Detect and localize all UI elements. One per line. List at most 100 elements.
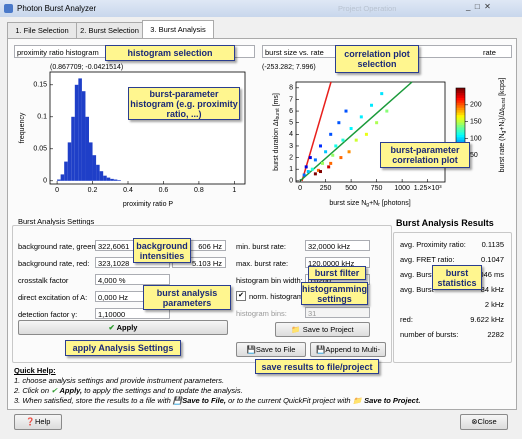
correlation-xlabel: burst size Ng+Nr [photons] <box>329 200 410 208</box>
scatter-point <box>329 132 333 136</box>
setting-label: background rate, green: <box>18 242 98 251</box>
histogram-bar <box>117 180 121 181</box>
histogram-bar <box>96 164 100 181</box>
y-tick-label: 0 <box>43 178 47 185</box>
y-tick-label: 0.05 <box>33 146 47 153</box>
filter-field[interactable]: 32,0000 kHz <box>305 240 370 251</box>
plots: (0.867709; -0.0421514) (-253.282; 7.996)… <box>19 64 507 208</box>
setting-field[interactable]: 4,000 % <box>95 274 170 285</box>
apply-button[interactable]: ✔ Apply <box>18 320 228 335</box>
label-part: r <box>378 202 380 208</box>
scatter-point <box>318 144 322 148</box>
colorbar-cell <box>456 137 465 141</box>
help-line: 1. choose analysis settings and provide … <box>14 376 225 385</box>
scatter-point <box>375 121 379 125</box>
window-title: Photon Burst Analyzer <box>17 4 97 13</box>
histogram-bar <box>92 155 97 181</box>
histogram-bar <box>103 175 107 181</box>
result-value: 84 kHz <box>480 285 504 294</box>
bins-field[interactable]: 31 <box>305 307 370 318</box>
annotation: burst filter <box>308 266 366 280</box>
fit-line-red <box>301 81 332 182</box>
colorbar-cell <box>456 129 465 133</box>
settings-title: Burst Analysis Settings <box>18 217 95 226</box>
close-button[interactable]: ⊗Close <box>460 414 508 430</box>
result-value: 2.046 ms <box>473 270 504 279</box>
label-part: r <box>501 120 507 122</box>
window-controls[interactable]: _ □ ✕ <box>466 2 491 11</box>
annotation: apply Analysis Settings <box>65 340 181 356</box>
histogram-bar <box>78 78 82 181</box>
x-tick-label: 750 <box>371 185 383 192</box>
result-value: 9.622 kHz <box>470 315 504 324</box>
scatter-point <box>310 167 314 171</box>
histogram-xlabel: proximity ratio P <box>123 201 174 208</box>
annotation: burst statistics <box>432 265 482 290</box>
scatter-point <box>370 103 374 107</box>
results-group <box>393 232 512 363</box>
colorbar-tick-label: 100 <box>470 135 482 142</box>
result-label: avg. FRET ratio: <box>400 255 455 264</box>
label-part: [kcps] <box>499 78 506 98</box>
label-part: [photons] <box>380 200 411 207</box>
filter-label: max. burst rate: <box>236 259 289 268</box>
label-part: burst <box>501 97 507 109</box>
label-part: burst rate (N <box>499 133 506 172</box>
y-tick-label: 0.1 <box>37 114 47 121</box>
y-tick-label: 8 <box>289 85 293 92</box>
result-value: 2282 <box>487 330 504 339</box>
scatter-point <box>364 132 368 136</box>
scatter-point <box>344 109 348 113</box>
colorbar-cell <box>456 100 465 104</box>
x-tick-label: 0.2 <box>88 187 98 194</box>
filter-label: min. burst rate: <box>236 242 287 251</box>
result-value: 2 kHz <box>484 300 504 309</box>
setting-field[interactable]: 1,10000 <box>95 308 170 319</box>
setting-label: background rate, red: <box>18 259 90 268</box>
x-tick-label: 500 <box>345 185 357 192</box>
colorbar-cell <box>456 102 465 106</box>
scatter-point <box>349 127 353 131</box>
save-file-button[interactable]: 💾Save to File <box>236 342 306 357</box>
y-tick-label: 1 <box>289 166 293 173</box>
colorbar-cell <box>456 117 465 121</box>
scatter-point <box>354 138 358 142</box>
tab-active[interactable]: 3. Burst Analysis <box>142 20 214 39</box>
colorbar-tick-label: 150 <box>470 118 482 125</box>
save-project-button[interactable]: 📁 Save to Project <box>275 322 370 337</box>
label-part: +N <box>499 122 506 131</box>
norm-checkbox[interactable]: ✔ <box>236 291 246 301</box>
faded-title: Project Operation <box>338 4 397 13</box>
scatter-point <box>329 161 333 165</box>
annotation: background intensities <box>133 238 191 263</box>
result-label: red: <box>400 315 413 324</box>
y-tick-label: 4 <box>289 131 293 138</box>
annotation: correlation plot selection <box>335 45 419 73</box>
result-value: 0.1047 <box>481 255 504 264</box>
label-part: burst size N <box>329 200 366 207</box>
label-part: )/Δt <box>499 109 506 120</box>
scatter-point <box>316 168 320 172</box>
append-button[interactable]: 💾Append to Multi-File <box>310 342 386 367</box>
help-button[interactable]: ❓Help <box>14 414 62 430</box>
result-label: avg. Burst <box>400 285 434 294</box>
x-tick-label: 0.6 <box>159 187 169 194</box>
y-tick-label: 0 <box>289 178 293 185</box>
colorbar-tick-label: 200 <box>470 102 482 109</box>
histogram-bar <box>89 142 93 181</box>
scatter-point <box>339 156 343 160</box>
colorbar-cell <box>456 90 465 94</box>
histogram-bar <box>74 84 79 181</box>
label-part: +N <box>369 200 378 207</box>
colorbar-cell <box>456 120 465 124</box>
histogram-bar <box>85 116 89 181</box>
scatter-point <box>331 153 335 157</box>
scatter-point <box>359 115 363 119</box>
result-value: 0.1135 <box>481 240 504 249</box>
scatter-point <box>321 161 325 165</box>
histogram-bar <box>67 142 72 181</box>
y-tick-label: 3 <box>289 143 293 150</box>
colorbar-cell <box>456 105 465 109</box>
x-tick-label: 1000 <box>394 185 410 192</box>
